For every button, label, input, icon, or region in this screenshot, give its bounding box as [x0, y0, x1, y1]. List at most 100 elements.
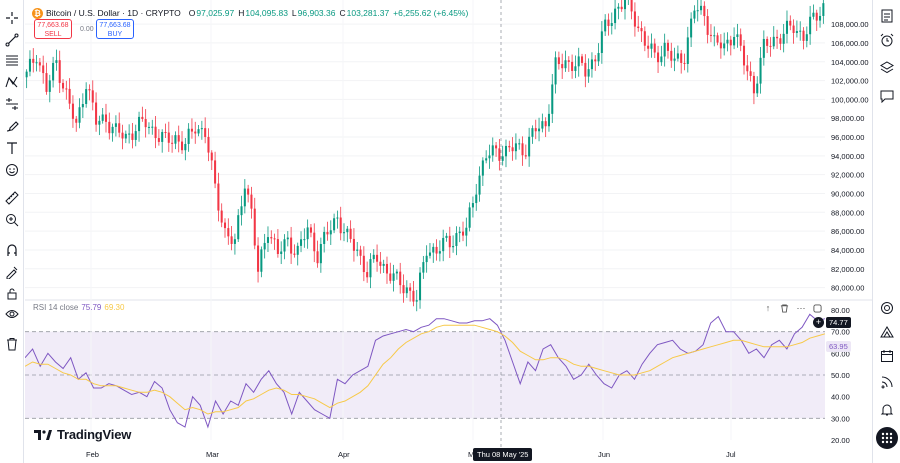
candle-body	[32, 58, 35, 63]
candle	[369, 253, 372, 289]
maximize-pane-icon[interactable]	[811, 302, 823, 314]
candle	[471, 196, 474, 218]
candle	[564, 50, 567, 72]
ruler-icon[interactable]	[2, 188, 22, 208]
candle	[385, 256, 389, 284]
add-alert-icon[interactable]: +	[813, 317, 824, 328]
alarm-icon[interactable]	[877, 30, 897, 50]
notification-icon[interactable]	[877, 400, 897, 420]
candle	[402, 274, 405, 303]
candle-body	[48, 80, 51, 92]
candle	[504, 139, 508, 168]
candle	[508, 140, 511, 152]
lock-icon[interactable]	[2, 284, 22, 304]
candle	[795, 20, 798, 38]
candle	[759, 47, 762, 94]
zoom-in-icon[interactable]	[2, 210, 22, 230]
candle	[124, 130, 127, 144]
candle-body	[359, 249, 362, 256]
candle	[220, 203, 223, 228]
candle	[683, 53, 686, 71]
symbol-title[interactable]: Bitcoin / U.S. Dollar · 1D · CRYPTO	[46, 8, 181, 18]
candle-body	[214, 160, 217, 184]
candle-body	[286, 237, 289, 240]
candle-body	[415, 300, 418, 302]
candle-body	[38, 62, 41, 66]
candle-body	[465, 227, 468, 236]
broadcast-icon[interactable]	[877, 372, 897, 392]
candle	[250, 186, 253, 219]
rsi-legend[interactable]: RSI 14 close 75.79 69.30	[33, 303, 124, 312]
ohlc-close-label: C	[339, 8, 346, 18]
text-icon[interactable]	[2, 138, 22, 158]
horizontal-lines-icon[interactable]	[2, 50, 22, 70]
time-axis-tick: Apr	[338, 450, 350, 459]
candle	[428, 243, 431, 259]
chat-icon[interactable]	[877, 86, 897, 106]
candle	[306, 219, 309, 249]
brush-icon[interactable]	[2, 116, 22, 136]
delete-pane-icon[interactable]	[778, 302, 790, 314]
buy-price: 77,663.68	[99, 22, 131, 29]
candle-body	[227, 228, 230, 237]
price-chart[interactable]: 108,000.00 106,000.00 104,000.00 102,000.00…	[24, 0, 872, 463]
candle	[709, 24, 712, 43]
candle-body	[81, 104, 84, 108]
candle-body	[534, 128, 537, 132]
candle	[666, 39, 669, 59]
candle	[742, 39, 746, 75]
candle-body	[762, 38, 765, 58]
tradingview-mark-icon	[34, 429, 52, 440]
candle	[478, 166, 481, 202]
candle-body	[124, 133, 127, 139]
candle-body	[217, 183, 220, 211]
candle-body	[471, 203, 474, 208]
candle-body	[514, 143, 517, 152]
move-pane-up-icon[interactable]: ↑	[765, 303, 771, 313]
pattern-icon[interactable]	[2, 72, 22, 92]
calendar-icon[interactable]	[877, 346, 897, 366]
crosshair-icon[interactable]	[2, 8, 22, 28]
eye-icon[interactable]	[2, 304, 22, 324]
watchlist-icon[interactable]	[877, 6, 897, 26]
price-axis-tick: 80,000.00	[831, 284, 864, 293]
trend-line-icon[interactable]	[2, 30, 22, 50]
candle	[647, 35, 650, 58]
candle-body	[511, 147, 514, 152]
magnet-icon[interactable]	[2, 240, 22, 260]
candle-body	[422, 262, 425, 273]
pane-menu-icon[interactable]: ⋯	[796, 302, 806, 313]
candle-body	[630, 0, 633, 12]
tradingview-logo[interactable]: TradingView	[34, 427, 131, 442]
forecast-icon[interactable]	[2, 94, 22, 114]
candle	[319, 237, 322, 273]
candle-body	[303, 239, 306, 241]
candle	[693, 5, 696, 24]
candle-body	[785, 20, 789, 34]
target-icon[interactable]	[877, 298, 897, 318]
candle-body	[147, 126, 150, 128]
candle	[194, 121, 197, 144]
candle-body	[372, 254, 375, 260]
buy-button[interactable]: 77,663.68 BUY	[96, 19, 134, 39]
trash-icon[interactable]	[2, 334, 22, 354]
price-axis-tick: 106,000.00	[831, 39, 869, 48]
price-axis-tick: 82,000.00	[831, 265, 864, 274]
candle	[640, 21, 643, 43]
chart-area[interactable]: 108,000.00 106,000.00 104,000.00 102,000.00…	[24, 0, 872, 463]
sell-button[interactable]: 77,663.68 SELL	[34, 19, 72, 39]
lock-drawings-icon[interactable]	[2, 262, 22, 282]
candle	[785, 10, 789, 44]
candle	[643, 26, 646, 52]
candle-body	[366, 272, 369, 278]
apps-icon[interactable]	[876, 427, 898, 449]
candle-body	[551, 84, 554, 114]
candle	[561, 53, 564, 79]
candle-body	[504, 145, 508, 157]
candle-body	[300, 239, 303, 246]
candle	[534, 119, 537, 140]
emoji-icon[interactable]	[2, 160, 22, 180]
layers-icon[interactable]	[877, 58, 897, 78]
ideas-icon[interactable]	[877, 322, 897, 342]
